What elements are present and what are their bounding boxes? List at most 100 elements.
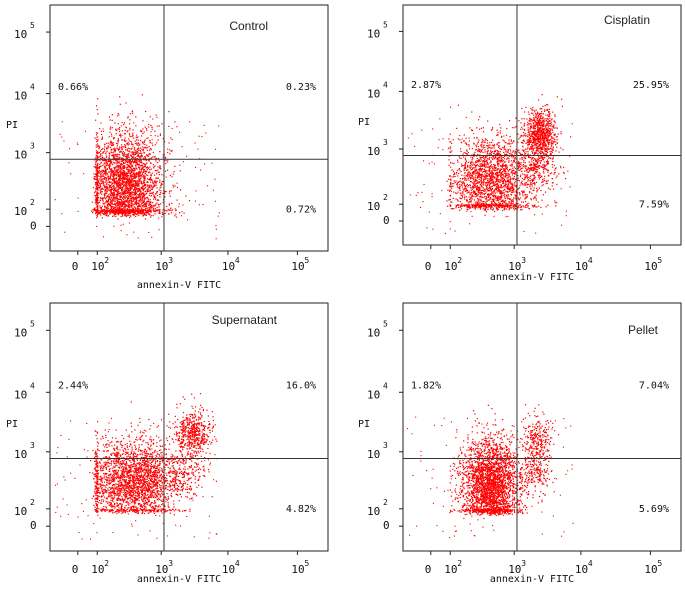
data-point [156, 200, 158, 202]
data-point [159, 179, 161, 181]
data-point [128, 198, 130, 200]
data-point [116, 181, 118, 183]
data-point [95, 182, 97, 184]
data-point [116, 191, 118, 193]
data-point [118, 201, 120, 203]
data-point [464, 185, 467, 188]
data-point [140, 209, 142, 211]
data-point [138, 203, 140, 205]
data-point [95, 209, 97, 211]
data-point [480, 202, 482, 205]
data-point [102, 236, 104, 238]
data-point [115, 209, 117, 211]
data-point [116, 185, 118, 187]
data-point [104, 208, 106, 210]
data-point [115, 204, 117, 206]
data-point [489, 171, 491, 173]
data-point [483, 181, 485, 183]
data-point [472, 130, 474, 132]
data-point [132, 135, 134, 137]
data-point [97, 210, 99, 212]
data-point [477, 194, 479, 196]
data-point [139, 171, 141, 173]
data-point [138, 196, 140, 199]
data-point [127, 175, 129, 177]
data-point [460, 181, 462, 183]
data-point [137, 154, 140, 156]
data-point [132, 191, 134, 193]
data-point [142, 209, 144, 211]
data-point [143, 151, 145, 153]
data-point [502, 192, 504, 194]
data-point [96, 187, 98, 189]
data-point [124, 184, 126, 186]
data-point [137, 163, 139, 166]
data-point [141, 164, 144, 166]
data-point [471, 111, 473, 113]
data-point [512, 161, 514, 163]
data-point [198, 135, 200, 137]
data-point [152, 206, 154, 208]
data-point [154, 144, 156, 146]
data-point [121, 152, 123, 154]
data-point [126, 174, 128, 176]
data-point [481, 189, 483, 191]
data-point [97, 139, 99, 141]
data-point [497, 197, 499, 199]
data-point [159, 134, 161, 136]
data-point [140, 169, 143, 171]
data-point [512, 191, 514, 193]
data-point [475, 148, 477, 151]
data-point [472, 176, 474, 178]
data-point [501, 165, 503, 168]
data-point [138, 190, 140, 192]
data-point [479, 149, 481, 151]
data-point [486, 172, 489, 174]
data-point [104, 160, 106, 162]
data-point [141, 141, 144, 143]
data-point [121, 187, 123, 189]
data-point [143, 177, 145, 179]
data-point [117, 174, 119, 176]
data-point [145, 187, 147, 189]
data-point [524, 166, 526, 168]
data-point [133, 170, 135, 172]
data-point [501, 209, 504, 212]
x-axis-label: annexin-V FITC [137, 280, 221, 291]
x-tick-exponent: 4 [235, 256, 240, 265]
data-point [132, 180, 134, 182]
data-point [117, 203, 119, 205]
data-point [138, 180, 140, 182]
data-point [518, 120, 520, 122]
data-point [119, 166, 121, 168]
data-point [117, 209, 119, 211]
data-point [105, 197, 107, 199]
data-point [462, 181, 464, 183]
data-point [118, 212, 120, 215]
data-point [134, 210, 137, 212]
data-point [491, 194, 494, 197]
data-point [464, 179, 466, 181]
data-point [500, 164, 502, 167]
data-point [450, 146, 452, 148]
data-point [124, 137, 126, 139]
data-point [465, 196, 468, 198]
data-point [130, 184, 132, 186]
data-point [113, 178, 115, 180]
data-point [118, 187, 120, 189]
y-tick-exponent: 2 [30, 198, 35, 207]
data-point [148, 153, 150, 155]
data-point [131, 142, 133, 144]
data-point [142, 189, 144, 192]
data-point [139, 198, 142, 200]
data-point [506, 208, 508, 210]
data-point [448, 190, 451, 192]
data-point [106, 148, 108, 150]
data-point [490, 129, 492, 131]
data-point [98, 181, 100, 183]
data-point [476, 203, 478, 205]
data-point [507, 150, 509, 152]
data-point [118, 208, 120, 210]
data-point [505, 174, 507, 176]
data-point [149, 169, 151, 171]
